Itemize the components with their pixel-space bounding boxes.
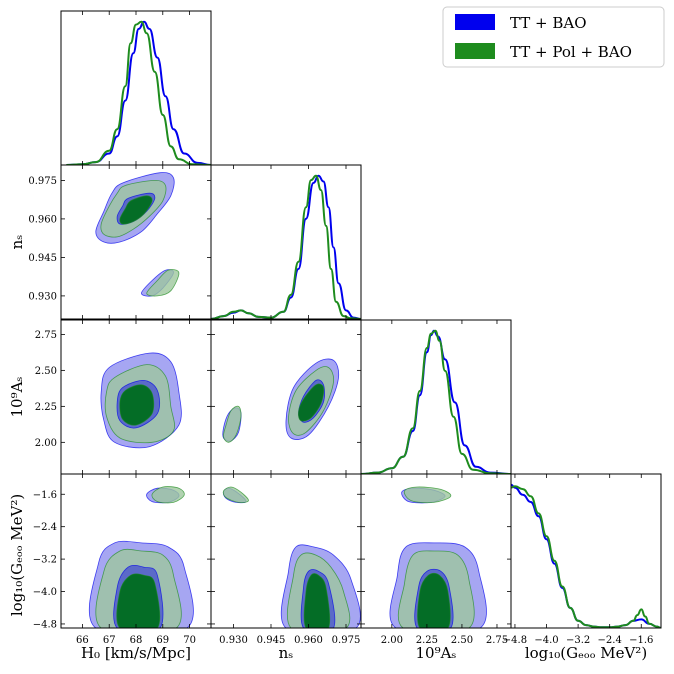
panel-ns-As-frame [210, 319, 362, 475]
x-tick-label-H0-4: 70 [183, 635, 196, 646]
x-axis-label-as: 10⁹Aₛ [416, 644, 457, 662]
contour-H0-Geff-68-tt-pol-bao-5 [116, 573, 161, 628]
legend-swatch-tt-pol-bao [455, 43, 495, 59]
marginal-curve-As-tt-pol-bao [361, 329, 511, 474]
marginal-curve-H0-tt-pol-bao [66, 20, 211, 165]
contour-H0-ns-95-tt-pol-bao-3 [146, 269, 180, 297]
panel-H0-Geff-content [88, 486, 194, 628]
y-tick-label-As-1: 2.25 [35, 402, 57, 413]
contour-ns-As-68-tt-pol-bao-5 [298, 383, 325, 422]
panel-H0-H0-content [66, 20, 211, 165]
panel-ns-As-content [222, 358, 340, 443]
legend-label-tt-pol-bao: TT + Pol + BAO [510, 43, 632, 61]
y-tick-label-As-0: 2.00 [35, 438, 57, 449]
panel-As-As-frame [360, 319, 512, 475]
y-tick-label-As-3: 2.75 [35, 330, 57, 341]
x-tick-label-ns-2: 0.960 [294, 635, 323, 646]
y-tick-label-Geff-2: −3.2 [33, 555, 57, 566]
panel-ns-ns [210, 164, 362, 320]
panel-As-Geff-content [389, 486, 487, 628]
y-tick-label-Geff-4: −1.6 [33, 490, 57, 501]
panel-ns-Geff [210, 473, 362, 629]
panel-Geff-Geff-frame [510, 473, 662, 629]
contour-ns-Geff-95-tt-pol-bao-3 [222, 486, 249, 503]
x-tick-label-As-3: 2.75 [486, 635, 508, 646]
panel-ns-As [210, 319, 362, 475]
x-tick-label-H0-3: 69 [156, 635, 169, 646]
y-axis-label-ns: nₛ [8, 235, 26, 250]
x-tick-label-Geff-2: −3.2 [566, 635, 590, 646]
x-tick-label-As-2: 2.50 [451, 635, 473, 646]
y-tick-label-Geff-1: −4.0 [33, 587, 57, 598]
panel-ns-Geff-content [222, 486, 361, 628]
panel-H0-ns-content [95, 172, 180, 297]
y-axis-label-as: 10⁹Aₛ [8, 377, 26, 418]
panel-ns-ns-frame [210, 164, 362, 320]
x-tick-label-Geff-4: −1.6 [629, 635, 653, 646]
x-tick-label-H0-2: 68 [130, 635, 143, 646]
marginal-curve-ns-tt-pol-bao [211, 174, 361, 319]
y-tick-label-ns-2: 0.960 [28, 214, 57, 225]
panel-H0-H0 [60, 10, 212, 166]
x-axis-label-h0: H₀ [km/s/Mpc] [81, 644, 191, 662]
y-tick-label-ns-0: 0.930 [28, 291, 57, 302]
contour-H0-ns-68-tt-pol-bao-5 [119, 195, 153, 225]
contour-ns-Geff-68-tt-pol-bao-5 [303, 573, 331, 628]
x-tick-label-H0-1: 67 [103, 635, 116, 646]
y-tick-label-Geff-3: −2.4 [33, 522, 57, 533]
x-axis-label-geff: log₁₀(Gₑₒₒ MeV²) [525, 644, 647, 662]
x-tick-label-ns-0: 0.930 [219, 635, 248, 646]
x-tick-label-Geff-0: −4.8 [503, 635, 527, 646]
panel-H0-As-content [100, 352, 182, 449]
tick-layer: 0.930 0.945 0.960 0.975 2.00 2.25 2.50 2.75 66 67… [28, 11, 653, 646]
contour-As-Geff-68-tt-pol-bao-5 [417, 572, 451, 628]
x-tick-label-As-0: 2.00 [381, 635, 403, 646]
panel-H0-Geff [60, 473, 212, 629]
panel-Geff-Geff [510, 473, 662, 629]
contour-H0-As-68-tt-pol-bao-3 [119, 384, 155, 426]
x-tick-label-Geff-3: −2.4 [598, 635, 622, 646]
contour-H0-Geff-95-tt-pol-bao-3 [151, 486, 185, 504]
legend-label-tt-bao: TT + BAO [510, 14, 587, 32]
panel-As-Geff [360, 473, 512, 629]
panel-As-As-content [361, 329, 511, 474]
marginal-curve-As-tt-bao [361, 329, 511, 474]
panels-layer [60, 10, 662, 629]
x-tick-label-ns-3: 0.975 [332, 635, 361, 646]
y-tick-label-Geff-0: −4.8 [33, 619, 57, 630]
panel-ns-ns-content [211, 174, 361, 319]
marginal-curve-Geff-tt-pol-bao [511, 485, 661, 628]
panel-H0-As [60, 319, 212, 475]
panel-H0-ns [60, 164, 212, 320]
marginal-curve-H0-tt-bao [66, 20, 211, 165]
legend-frame [442, 6, 665, 68]
panel-Geff-Geff-content [511, 483, 661, 628]
x-tick-label-ns-1: 0.945 [257, 635, 286, 646]
y-tick-label-ns-1: 0.945 [28, 253, 57, 264]
x-tick-label-H0-0: 66 [76, 635, 89, 646]
x-axis-label-ns: nₛ [279, 644, 294, 662]
panel-As-As [360, 319, 512, 475]
y-tick-label-ns-3: 0.975 [28, 176, 57, 187]
legend-swatch-tt-bao [455, 14, 495, 30]
legend: TT + BAO TT + Pol + BAO [442, 6, 665, 68]
y-tick-label-As-2: 2.50 [35, 366, 57, 377]
contour-As-Geff-95-tt-pol-bao-3 [403, 486, 452, 504]
x-tick-label-As-1: 2.25 [416, 635, 438, 646]
marginal-curve-ns-tt-bao [211, 174, 361, 319]
marginal-curve-Geff-tt-bao [511, 483, 661, 628]
contour-ns-As-95-tt-pol-bao-3 [223, 405, 242, 443]
y-axis-label-geff: log₁₀(Gₑₒₒ MeV²) [8, 494, 26, 616]
x-tick-label-Geff-1: −4.0 [534, 635, 558, 646]
